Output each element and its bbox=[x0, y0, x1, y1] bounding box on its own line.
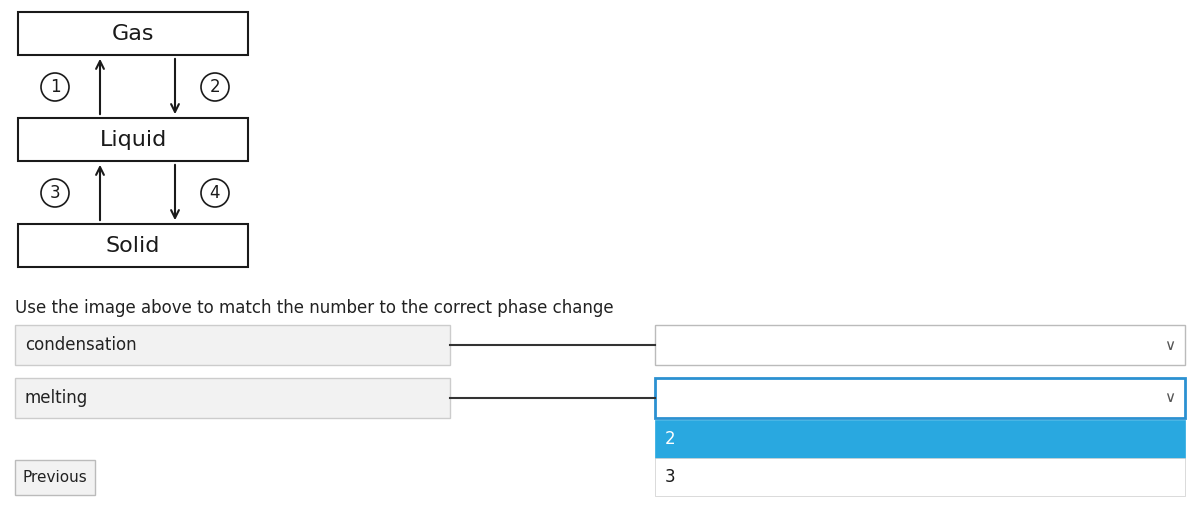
Bar bbox=[18, 12, 248, 55]
Text: 3: 3 bbox=[49, 184, 60, 202]
Bar bbox=[655, 420, 1186, 458]
Bar bbox=[14, 325, 450, 365]
Circle shape bbox=[41, 179, 70, 207]
Text: 2: 2 bbox=[665, 430, 676, 448]
Bar bbox=[655, 378, 1186, 418]
Text: Solid: Solid bbox=[106, 235, 160, 256]
Text: 1: 1 bbox=[49, 78, 60, 96]
Bar bbox=[18, 118, 248, 161]
Text: 3: 3 bbox=[665, 468, 676, 486]
Bar bbox=[14, 378, 450, 418]
Circle shape bbox=[202, 179, 229, 207]
Bar bbox=[18, 224, 248, 267]
Text: ∨: ∨ bbox=[1164, 390, 1175, 406]
Circle shape bbox=[41, 73, 70, 101]
Text: ∨: ∨ bbox=[1164, 338, 1175, 352]
Bar bbox=[655, 458, 1186, 496]
Text: 2: 2 bbox=[210, 78, 221, 96]
Text: condensation: condensation bbox=[25, 336, 137, 354]
Text: melting: melting bbox=[25, 389, 89, 407]
Bar bbox=[14, 460, 95, 495]
Text: Liquid: Liquid bbox=[100, 130, 167, 150]
Circle shape bbox=[202, 73, 229, 101]
Text: Previous: Previous bbox=[23, 470, 88, 485]
Bar bbox=[655, 325, 1186, 365]
Text: Gas: Gas bbox=[112, 23, 155, 43]
Text: 4: 4 bbox=[210, 184, 221, 202]
Text: Use the image above to match the number to the correct phase change: Use the image above to match the number … bbox=[14, 299, 613, 317]
